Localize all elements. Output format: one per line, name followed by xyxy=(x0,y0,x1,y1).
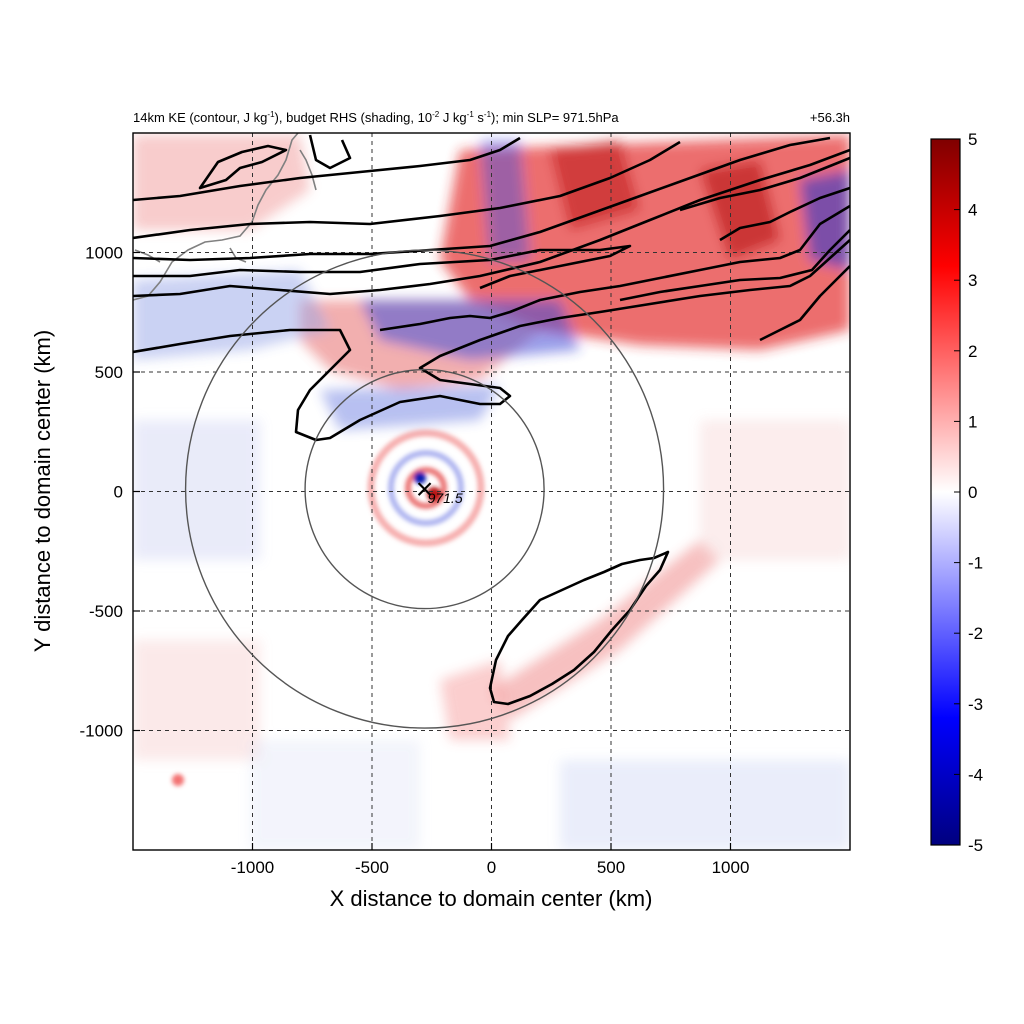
colorbar-tick-label: 5 xyxy=(968,130,977,149)
ke-contours xyxy=(133,134,850,706)
time-label: +56.3h xyxy=(810,110,850,125)
colorbar-tick-label: 0 xyxy=(968,483,977,502)
shading-field xyxy=(133,135,850,850)
y-tick-label: -500 xyxy=(89,602,123,621)
x-tick-label: -500 xyxy=(355,858,389,877)
colorbar-tick-label: 1 xyxy=(968,412,977,431)
y-tick-label: 500 xyxy=(95,363,123,382)
x-icon xyxy=(417,482,432,496)
x-axis: -1000 -500 0 500 1000 xyxy=(231,843,750,877)
colorbar-tick-label: 2 xyxy=(968,342,977,361)
range-ring xyxy=(184,249,665,729)
x-tick-label: -1000 xyxy=(231,858,274,877)
x-tick-label: 1000 xyxy=(712,858,750,877)
colorbar-ticks: 5 4 3 2 1 0 -1 -2 -3 -4 -5 xyxy=(954,130,983,855)
colorbar-tick-label: -5 xyxy=(968,836,983,855)
colorbar-tick-label: -4 xyxy=(968,765,983,784)
min-slp-label: 971.5 xyxy=(428,490,463,506)
colorbar-tick-label: -3 xyxy=(968,695,983,714)
plot-area xyxy=(133,133,850,850)
y-axis: -1000 -500 0 500 1000 xyxy=(80,244,140,741)
y-axis-label: Y distance to domain center (km) xyxy=(30,330,55,652)
y-tick-label: -1000 xyxy=(80,722,123,741)
colorbar-tick-label: -2 xyxy=(968,624,983,643)
colorbar-tick-label: 3 xyxy=(968,271,977,290)
colorbar-tick-label: 4 xyxy=(968,201,977,220)
chart-title: 14km KE (contour, J kg-1), budget RHS (s… xyxy=(133,110,619,125)
colorbar-tick-label: -1 xyxy=(968,554,983,573)
range-ring xyxy=(304,368,545,610)
x-axis-label: X distance to domain center (km) xyxy=(330,886,653,911)
storm-center-marker: 971.5 xyxy=(417,482,463,506)
y-tick-label: 1000 xyxy=(85,244,123,263)
x-tick-label: 500 xyxy=(597,858,625,877)
x-tick-label: 0 xyxy=(487,858,496,877)
colorbar: 5 4 3 2 1 0 -1 -2 -3 -4 -5 xyxy=(930,130,983,855)
range-rings xyxy=(184,249,665,729)
y-tick-label: 0 xyxy=(114,483,123,502)
